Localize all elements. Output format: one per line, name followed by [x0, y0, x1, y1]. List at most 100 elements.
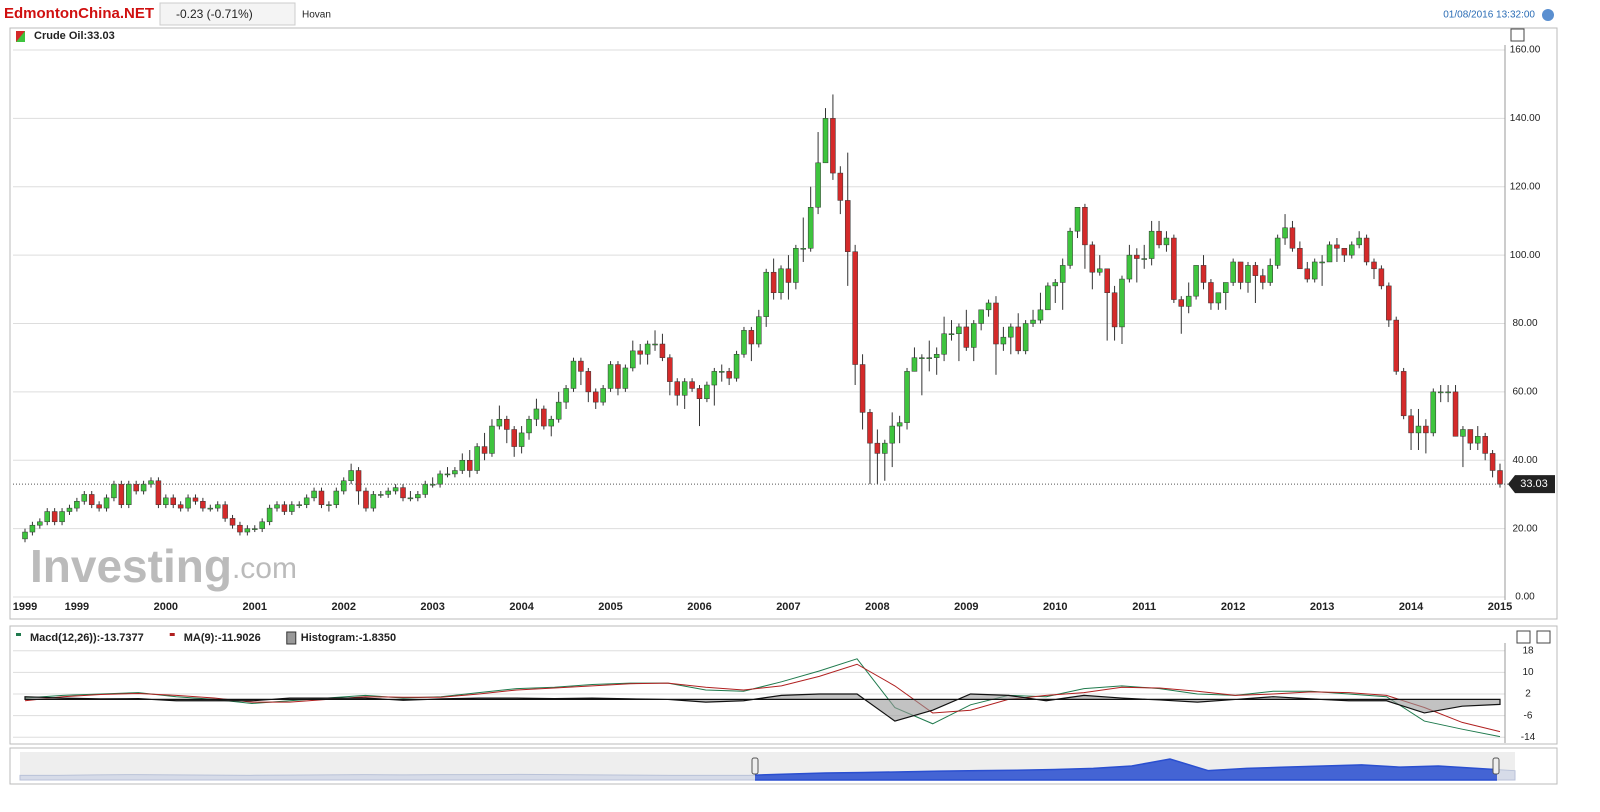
minimize-button[interactable]	[1516, 630, 1531, 644]
candle-body	[111, 483, 117, 499]
candle-body	[1289, 227, 1296, 249]
candle-body	[1311, 261, 1318, 280]
legend-icon	[16, 31, 25, 42]
candle-body	[1171, 237, 1177, 300]
x-tick-label: 2009	[954, 601, 978, 613]
candle-body	[1000, 336, 1007, 345]
candle-body	[170, 497, 176, 505]
candle-body	[422, 483, 429, 495]
candle-body	[1022, 323, 1029, 352]
candle-body	[44, 511, 50, 523]
candle-body	[163, 497, 169, 505]
y-tick-label: 18	[1522, 645, 1534, 656]
navigator-selection	[755, 758, 1497, 781]
x-tick-label: 2014	[1399, 601, 1424, 613]
candle-body	[140, 483, 147, 492]
candle-body	[1341, 248, 1348, 256]
candle-body	[340, 480, 347, 492]
candle-body	[378, 494, 384, 496]
candle-body	[533, 408, 540, 420]
candle-body	[548, 418, 555, 427]
settings-button[interactable]	[1542, 9, 1554, 21]
candle-body	[1230, 261, 1236, 283]
candle-body	[867, 412, 873, 444]
candle-body	[229, 518, 236, 526]
candle-body	[1452, 391, 1459, 437]
candle-body	[459, 460, 466, 471]
navigator-handle[interactable]	[1492, 757, 1500, 775]
legend: Crude Oil:33.03	[34, 30, 115, 42]
candle-body	[348, 470, 354, 482]
x-tick-label: 2003	[420, 601, 444, 613]
candle-body	[941, 333, 947, 355]
y-tick-label: 40.00	[1512, 455, 1537, 466]
candle-body	[837, 172, 844, 201]
candle-body	[51, 511, 58, 523]
candle-body	[1430, 391, 1437, 434]
close-button[interactable]	[1536, 630, 1551, 644]
candle-body	[303, 497, 310, 505]
candle-body	[103, 497, 110, 509]
candle-body	[1193, 265, 1199, 297]
candle-body	[518, 432, 525, 447]
minimize-button[interactable]	[1510, 28, 1525, 42]
candle-body	[177, 504, 184, 509]
candle-body	[1089, 244, 1096, 273]
candle-body	[1178, 299, 1185, 307]
candle-body	[985, 302, 992, 311]
x-tick-label: 2005	[598, 601, 622, 613]
x-tick-label: 2002	[331, 601, 355, 613]
candle-body	[1252, 265, 1259, 276]
x-tick-label: 2011	[1132, 601, 1156, 613]
x-tick-label: 2004	[509, 601, 534, 613]
candle-body	[956, 326, 962, 335]
candle-body	[259, 521, 265, 529]
candle-body	[1208, 282, 1214, 304]
candle-body	[81, 494, 88, 502]
navigator-handle[interactable]	[751, 757, 759, 775]
candle-body	[1126, 254, 1133, 280]
candle-body	[874, 442, 881, 454]
candle-body	[926, 357, 933, 359]
candle-body	[1148, 230, 1155, 259]
y-tick-label: 10	[1522, 667, 1534, 678]
candle-body	[1037, 309, 1044, 321]
candle-body	[207, 507, 214, 510]
candle-body	[948, 333, 955, 336]
candle-body	[882, 442, 888, 454]
candle-body	[741, 330, 747, 355]
candle-body	[1215, 292, 1222, 304]
y-tick-label: -6	[1524, 710, 1533, 721]
candle-body	[807, 207, 814, 249]
candle-body	[1008, 326, 1014, 338]
candle-body	[392, 487, 399, 492]
candle-body	[22, 531, 28, 540]
candle-body	[963, 326, 970, 348]
candle-body	[474, 446, 480, 471]
candle-body	[756, 316, 762, 345]
candle-body	[1163, 237, 1170, 246]
candle-body	[896, 422, 903, 427]
candle-body	[1415, 425, 1422, 434]
watermark-suffix: .com	[232, 552, 297, 585]
candle-body	[852, 251, 858, 365]
candle-body	[748, 330, 755, 345]
y-tick-label: 80.00	[1512, 318, 1537, 329]
candle-body	[1326, 244, 1333, 263]
candle-body	[993, 302, 999, 345]
candle-body	[1274, 237, 1281, 266]
candle-body	[859, 364, 866, 413]
candle-body	[1015, 326, 1021, 352]
candle-body	[1074, 207, 1081, 232]
candle-body	[689, 381, 695, 389]
candle-body	[1467, 429, 1474, 444]
candle-body	[37, 521, 43, 526]
x-tick-label: 2010	[1043, 601, 1067, 613]
candle-body	[1030, 319, 1036, 324]
price-tag	[1508, 475, 1555, 494]
candle-body	[1297, 248, 1303, 270]
candle-body	[770, 271, 777, 293]
candle-body	[1045, 285, 1051, 311]
candle-body	[822, 118, 829, 164]
candle-body	[222, 504, 228, 519]
